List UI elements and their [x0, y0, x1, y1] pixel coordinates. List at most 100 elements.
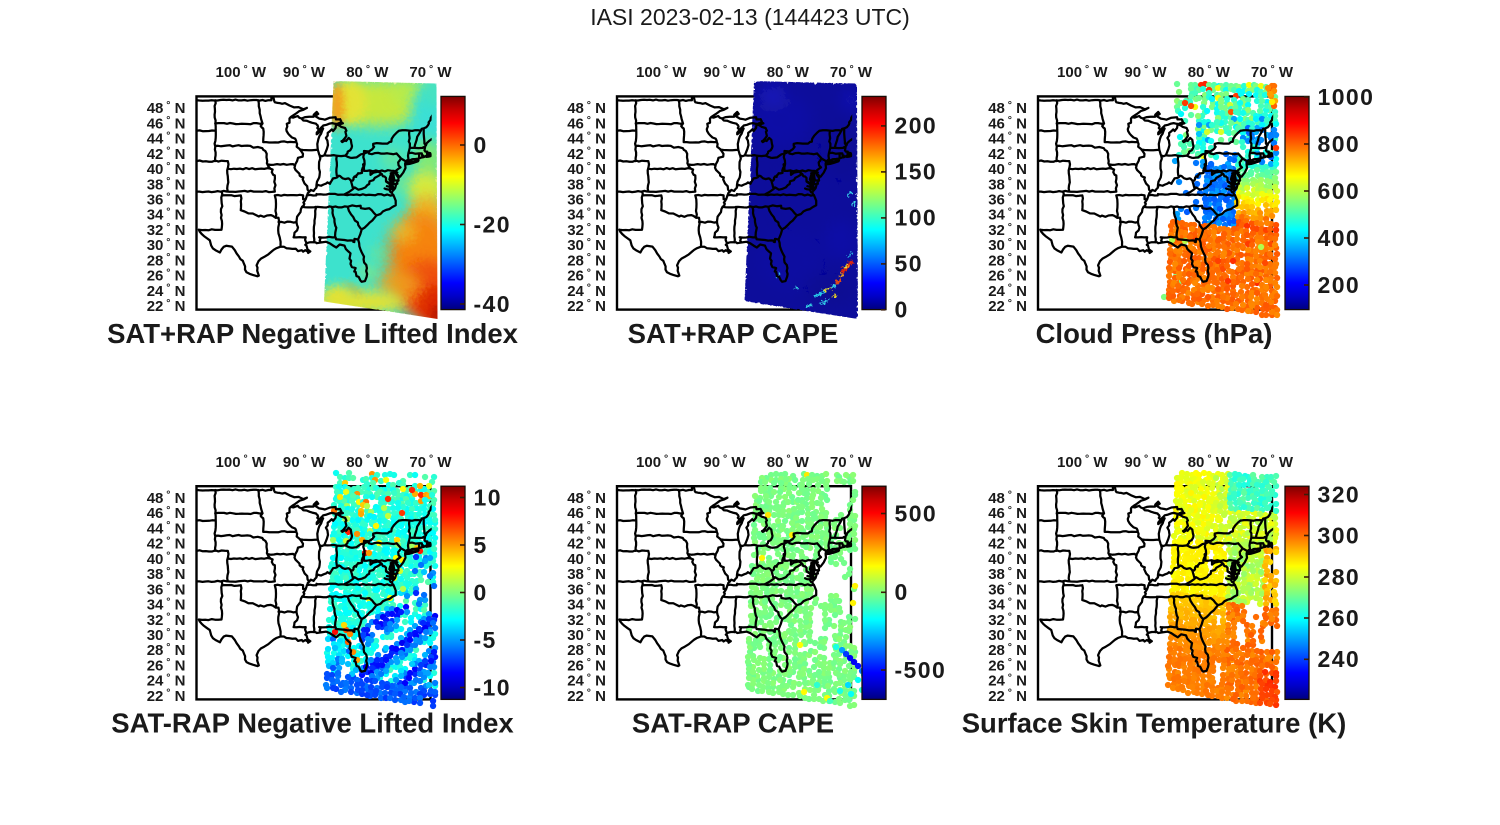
svg-text:22 ° N: 22 ° N: [988, 687, 1027, 705]
svg-text:100 ° W: 100 ° W: [1057, 453, 1108, 471]
svg-text:28 ° N: 28 ° N: [988, 641, 1027, 659]
svg-text:IASI 2023-02-13 (144423 UTC): IASI 2023-02-13 (144423 UTC): [590, 4, 910, 30]
svg-text:46 ° N: 46 ° N: [147, 114, 186, 132]
svg-text:100: 100: [895, 205, 938, 231]
svg-text:600: 600: [1318, 178, 1361, 204]
svg-text:-5: -5: [474, 627, 497, 653]
svg-text:80 ° W: 80 ° W: [767, 63, 810, 81]
svg-text:0: 0: [474, 132, 488, 158]
svg-text:150: 150: [895, 159, 938, 185]
svg-text:36 ° N: 36 ° N: [988, 580, 1027, 598]
svg-text:90 ° W: 90 ° W: [1124, 63, 1167, 81]
svg-text:32 ° N: 32 ° N: [147, 611, 186, 629]
svg-text:22 ° N: 22 ° N: [147, 297, 186, 315]
svg-text:46 ° N: 46 ° N: [567, 504, 606, 522]
svg-text:42 ° N: 42 ° N: [988, 145, 1027, 163]
svg-text:34 ° N: 34 ° N: [147, 206, 186, 224]
svg-text:24 ° N: 24 ° N: [988, 282, 1027, 300]
svg-text:1000: 1000: [1318, 84, 1375, 110]
svg-text:22 ° N: 22 ° N: [147, 687, 186, 705]
svg-text:100 ° W: 100 ° W: [216, 453, 267, 471]
svg-text:26 ° N: 26 ° N: [567, 266, 606, 284]
svg-text:24 ° N: 24 ° N: [147, 282, 186, 300]
svg-text:26 ° N: 26 ° N: [567, 656, 606, 674]
svg-text:70 ° W: 70 ° W: [830, 453, 873, 471]
svg-text:90 ° W: 90 ° W: [1124, 453, 1167, 471]
svg-text:280: 280: [1318, 564, 1361, 590]
svg-text:-500: -500: [895, 657, 947, 683]
svg-text:70 ° W: 70 ° W: [1251, 453, 1294, 471]
svg-text:42 ° N: 42 ° N: [147, 534, 186, 552]
svg-text:70 ° W: 70 ° W: [409, 453, 452, 471]
svg-text:30 ° N: 30 ° N: [567, 236, 606, 254]
svg-text:90 ° W: 90 ° W: [283, 63, 326, 81]
svg-text:SAT-RAP Negative Lifted Index: SAT-RAP Negative Lifted Index: [111, 708, 514, 739]
svg-text:40 ° N: 40 ° N: [567, 550, 606, 568]
svg-text:30 ° N: 30 ° N: [147, 236, 186, 254]
svg-text:26 ° N: 26 ° N: [147, 656, 186, 674]
svg-text:44 ° N: 44 ° N: [988, 519, 1027, 537]
svg-text:260: 260: [1318, 605, 1361, 631]
svg-text:40 ° N: 40 ° N: [988, 550, 1027, 568]
svg-text:28 ° N: 28 ° N: [988, 251, 1027, 269]
svg-text:0: 0: [895, 297, 909, 323]
svg-text:90 ° W: 90 ° W: [283, 453, 326, 471]
svg-text:26 ° N: 26 ° N: [147, 266, 186, 284]
svg-text:42 ° N: 42 ° N: [567, 145, 606, 163]
svg-text:100 ° W: 100 ° W: [216, 63, 267, 81]
svg-text:38 ° N: 38 ° N: [147, 175, 186, 193]
svg-text:36 ° N: 36 ° N: [567, 190, 606, 208]
svg-text:34 ° N: 34 ° N: [147, 595, 186, 613]
svg-text:38 ° N: 38 ° N: [567, 565, 606, 583]
svg-text:80 ° W: 80 ° W: [767, 453, 810, 471]
svg-text:48 ° N: 48 ° N: [147, 489, 186, 507]
svg-text:34 ° N: 34 ° N: [567, 206, 606, 224]
svg-text:100 ° W: 100 ° W: [636, 63, 687, 81]
svg-text:-10: -10: [474, 674, 511, 700]
svg-text:-20: -20: [474, 211, 511, 237]
svg-text:50: 50: [895, 251, 923, 277]
svg-text:22 ° N: 22 ° N: [567, 687, 606, 705]
svg-text:30 ° N: 30 ° N: [988, 236, 1027, 254]
svg-text:70 ° W: 70 ° W: [409, 63, 452, 81]
svg-text:42 ° N: 42 ° N: [988, 534, 1027, 552]
svg-text:40 ° N: 40 ° N: [567, 160, 606, 178]
svg-text:46 ° N: 46 ° N: [567, 114, 606, 132]
svg-text:34 ° N: 34 ° N: [988, 206, 1027, 224]
svg-text:24 ° N: 24 ° N: [147, 672, 186, 690]
svg-text:70 ° W: 70 ° W: [830, 63, 873, 81]
svg-text:44 ° N: 44 ° N: [147, 519, 186, 537]
svg-text:46 ° N: 46 ° N: [988, 504, 1027, 522]
svg-text:36 ° N: 36 ° N: [147, 190, 186, 208]
svg-text:32 ° N: 32 ° N: [988, 221, 1027, 239]
svg-text:320: 320: [1318, 481, 1361, 507]
svg-text:46 ° N: 46 ° N: [147, 504, 186, 522]
svg-text:SAT-RAP CAPE: SAT-RAP CAPE: [632, 708, 834, 739]
svg-text:SAT+RAP CAPE: SAT+RAP CAPE: [628, 318, 839, 349]
svg-text:48 ° N: 48 ° N: [988, 99, 1027, 117]
svg-text:30 ° N: 30 ° N: [988, 626, 1027, 644]
svg-text:48 ° N: 48 ° N: [147, 99, 186, 117]
svg-text:38 ° N: 38 ° N: [988, 565, 1027, 583]
svg-text:46 ° N: 46 ° N: [988, 114, 1027, 132]
svg-text:400: 400: [1318, 225, 1361, 251]
svg-text:SAT+RAP Negative Lifted Index: SAT+RAP Negative Lifted Index: [107, 318, 519, 349]
svg-text:800: 800: [1318, 131, 1361, 157]
svg-text:32 ° N: 32 ° N: [567, 611, 606, 629]
svg-text:90 ° W: 90 ° W: [703, 63, 746, 81]
svg-text:28 ° N: 28 ° N: [147, 251, 186, 269]
svg-text:80 ° W: 80 ° W: [346, 453, 389, 471]
svg-text:36 ° N: 36 ° N: [988, 190, 1027, 208]
svg-text:38 ° N: 38 ° N: [567, 175, 606, 193]
svg-text:10: 10: [474, 484, 502, 510]
svg-text:34 ° N: 34 ° N: [988, 595, 1027, 613]
svg-text:200: 200: [1318, 272, 1361, 298]
svg-text:0: 0: [895, 579, 909, 605]
svg-text:80 ° W: 80 ° W: [346, 63, 389, 81]
svg-text:28 ° N: 28 ° N: [567, 641, 606, 659]
svg-text:40 ° N: 40 ° N: [147, 160, 186, 178]
svg-text:22 ° N: 22 ° N: [567, 297, 606, 315]
svg-text:80 ° W: 80 ° W: [1188, 453, 1231, 471]
svg-text:26 ° N: 26 ° N: [988, 266, 1027, 284]
svg-text:24 ° N: 24 ° N: [988, 672, 1027, 690]
